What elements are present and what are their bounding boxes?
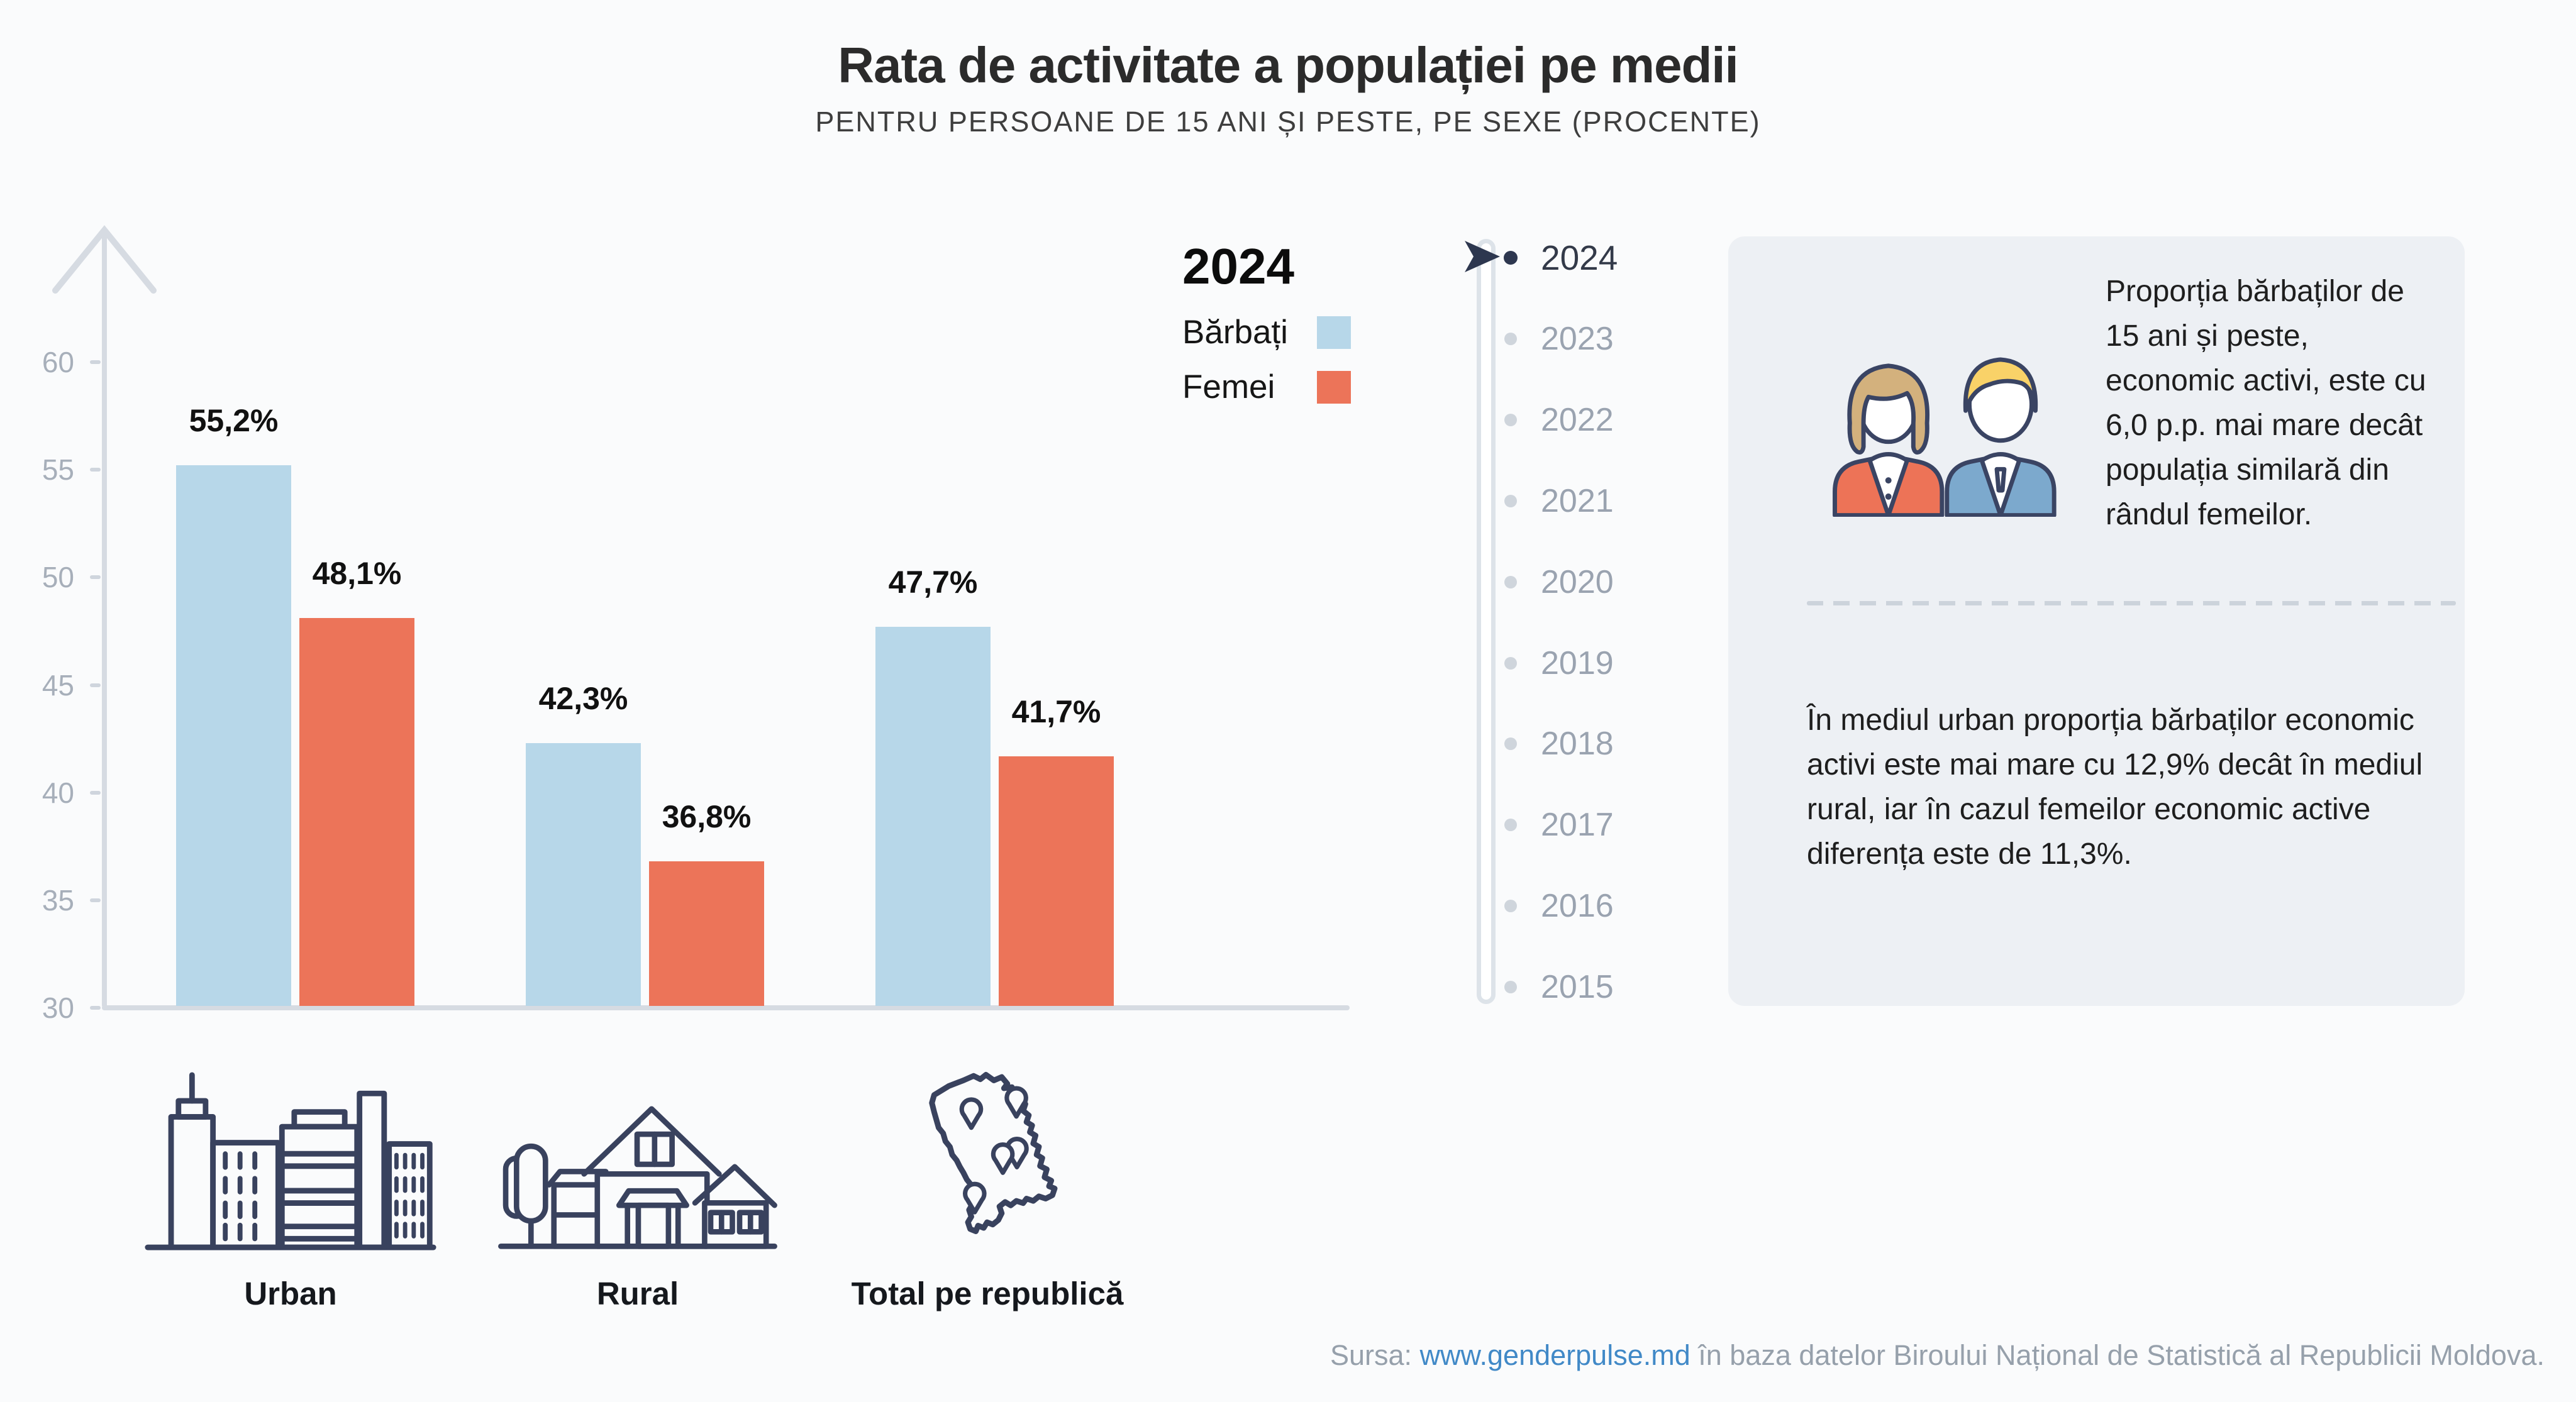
timeline-year-2023[interactable]: 2023 (1541, 320, 1614, 357)
y-axis-label-35: 35 (42, 883, 74, 917)
village-house-icon (498, 1106, 777, 1249)
timeline-year-2015[interactable]: 2015 (1541, 969, 1614, 1006)
timeline-year-2016[interactable]: 2016 (1541, 888, 1614, 925)
y-axis-label-50: 50 (42, 561, 74, 594)
insight-text-secondary: În mediul urban proporția bărbaților eco… (1807, 704, 2423, 871)
legend-row-femei: Femei (1182, 368, 1365, 406)
timeline-dot-2021[interactable] (1504, 494, 1517, 507)
timeline-dot-2018[interactable] (1504, 737, 1517, 751)
timeline-year-2021[interactable]: 2021 (1541, 482, 1614, 519)
timeline-year-2022[interactable]: 2022 (1541, 401, 1614, 438)
y-axis-line (102, 230, 107, 1008)
chart-legend: 2024 Bărbați Femei (1182, 236, 1365, 406)
moldova-map-icon (929, 1072, 1058, 1234)
bar-value-femei-rural: 36,8% (662, 799, 752, 835)
timeline-year-2020[interactable]: 2020 (1541, 563, 1614, 600)
legend-label-barbati: Bărbați (1182, 314, 1288, 351)
legend-year-title: 2024 (1182, 238, 1294, 294)
y-axis-tick-50 (90, 575, 101, 580)
bar-barbati-total-pe-republica[interactable] (875, 627, 991, 1006)
timeline-year-2024[interactable]: 2024 (1541, 238, 1618, 277)
bar-femei-urban[interactable] (299, 618, 414, 1006)
y-axis-tick-60 (90, 360, 101, 365)
category-label-total-pe-republica: Total pe republică (851, 1276, 1124, 1311)
woman-man-icon (1833, 357, 2057, 517)
source-note: Sursa: www.genderpulse.md în baza datelo… (1330, 1339, 2545, 1372)
bar-value-barbati-rural: 42,3% (538, 680, 628, 716)
y-axis-tick-40 (90, 790, 101, 795)
bar-value-barbati-urban: 55,2% (189, 403, 279, 439)
legend-label-femei: Femei (1182, 368, 1275, 406)
timeline-arrow-icon (1465, 241, 1500, 272)
timeline-dot-2016[interactable] (1504, 900, 1517, 913)
category-label-rural: Rural (596, 1276, 679, 1311)
y-axis-arrow-icon (52, 225, 157, 294)
y-axis-label-60: 60 (42, 346, 74, 379)
y-axis-label-55: 55 (42, 453, 74, 487)
bar-femei-rural[interactable] (649, 861, 764, 1006)
y-axis-tick-45 (90, 683, 101, 687)
timeline-year-2019[interactable]: 2019 (1541, 644, 1614, 682)
insight-text-primary: Proporția bărbaților de 15 ani și peste,… (2106, 275, 2426, 531)
dashed-divider (1807, 601, 2456, 605)
legend-row-barbati: Bărbați (1182, 313, 1365, 351)
legend-swatch-femei (1317, 370, 1351, 404)
timeline-dot-2023[interactable] (1504, 332, 1517, 345)
city-buildings-icon (145, 1072, 436, 1250)
timeline-dot-2019[interactable] (1504, 656, 1517, 670)
timeline-dot-2017[interactable] (1504, 819, 1517, 832)
timeline-dot-2024[interactable] (1504, 251, 1518, 265)
bar-value-femei-urban: 48,1% (312, 556, 402, 592)
source-suffix: în baza datelor Biroului Național de Sta… (1690, 1339, 2545, 1371)
bar-barbati-rural[interactable] (526, 742, 641, 1006)
y-axis-label-45: 45 (42, 668, 74, 702)
bar-value-barbati-total-pe-republica: 47,7% (888, 565, 978, 600)
y-axis-label-30: 30 (42, 991, 74, 1024)
bar-femei-total-pe-republica[interactable] (999, 756, 1114, 1006)
y-axis-tick-35 (90, 898, 101, 902)
bar-value-femei-total-pe-republica: 41,7% (1011, 693, 1101, 729)
timeline-track[interactable] (1477, 239, 1496, 1004)
timeline-dot-2020[interactable] (1504, 575, 1517, 588)
x-axis-line (102, 1005, 1350, 1010)
page-title: Rata de activitate a populației pe medii (838, 37, 1739, 93)
timeline-dot-2015[interactable] (1504, 981, 1517, 994)
source-prefix: Sursa: (1330, 1339, 1420, 1371)
timeline-dot-2022[interactable] (1504, 413, 1517, 426)
category-label-urban: Urban (244, 1276, 337, 1311)
y-axis-tick-30 (90, 1006, 101, 1010)
legend-swatch-barbati (1317, 316, 1351, 349)
page-subtitle: PENTRU PERSOANE DE 15 ANI ȘI PESTE, PE S… (815, 106, 1761, 138)
bar-barbati-urban[interactable] (176, 465, 291, 1006)
insight-panel: Proporția bărbaților de 15 ani și peste,… (1728, 236, 2465, 1006)
timeline-year-2017[interactable]: 2017 (1541, 807, 1614, 844)
source-link[interactable]: www.genderpulse.md (1419, 1339, 1690, 1371)
timeline-year-2018[interactable]: 2018 (1541, 726, 1614, 763)
y-axis-label-40: 40 (42, 776, 74, 809)
y-axis-tick-55 (90, 468, 101, 472)
